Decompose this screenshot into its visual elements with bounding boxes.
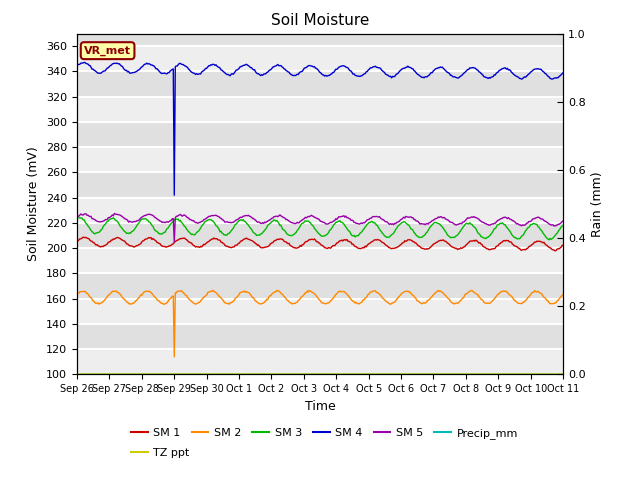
Bar (77, 324, 563, 349)
Y-axis label: Soil Moisture (mV): Soil Moisture (mV) (28, 146, 40, 262)
Bar (77, 198, 563, 223)
Legend: TZ ppt: TZ ppt (131, 448, 189, 458)
Text: VR_met: VR_met (84, 46, 131, 56)
Bar (77, 122, 563, 147)
X-axis label: Time: Time (305, 400, 335, 413)
Bar (77, 172, 563, 198)
Bar (77, 72, 563, 96)
Bar (77, 96, 563, 122)
Title: Soil Moisture: Soil Moisture (271, 13, 369, 28)
Bar (77, 299, 563, 324)
Bar (77, 248, 563, 274)
Bar (77, 46, 563, 72)
Bar (77, 349, 563, 374)
Bar (77, 223, 563, 248)
Y-axis label: Rain (mm): Rain (mm) (591, 171, 604, 237)
Bar (77, 147, 563, 172)
Bar (77, 274, 563, 299)
